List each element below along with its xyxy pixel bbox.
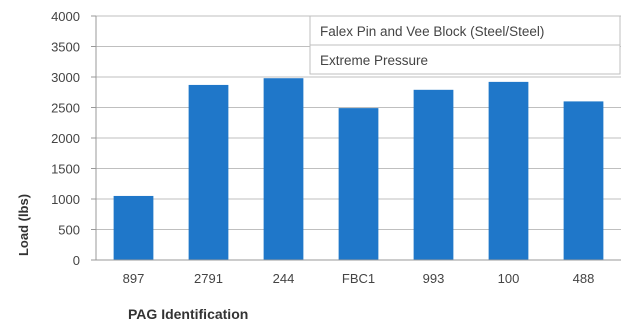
chart-title-line-1: Falex Pin and Vee Block (Steel/Steel) xyxy=(320,24,544,39)
x-tick-labels: 897 2791 244 FBC1 993 100 488 xyxy=(123,271,595,286)
bar-FBC1 xyxy=(338,108,379,260)
x-tick-label: 2791 xyxy=(194,271,223,286)
chart-title-line-2: Extreme Pressure xyxy=(320,53,428,68)
x-tick-label: FBC1 xyxy=(342,271,375,286)
x-tick-label: 244 xyxy=(273,271,295,286)
y-tick-labels: 0 500 1000 1500 2000 2500 3000 3500 4000 xyxy=(51,9,96,268)
y-tick-label: 1000 xyxy=(51,192,80,207)
bars xyxy=(113,78,604,261)
x-tick-label: 993 xyxy=(423,271,445,286)
x-tick-label: 100 xyxy=(498,271,520,286)
y-tick-label: 2000 xyxy=(51,131,80,146)
y-tick-label: 4000 xyxy=(51,9,80,24)
bar-244 xyxy=(263,78,304,260)
y-tick-label: 3500 xyxy=(51,40,80,55)
x-axis-label: PAG Identification xyxy=(128,306,248,321)
y-tick-label: 1500 xyxy=(51,162,80,177)
bar-2791 xyxy=(188,84,229,261)
y-tick-label: 3000 xyxy=(51,70,80,85)
chart-title-box: Falex Pin and Vee Block (Steel/Steel) Ex… xyxy=(309,15,621,75)
bar-488 xyxy=(563,101,604,261)
bar-993 xyxy=(413,89,454,260)
bar-897 xyxy=(113,195,154,260)
x-tick-label: 897 xyxy=(123,271,145,286)
y-tick-label: 2500 xyxy=(51,101,80,116)
y-tick-label: 500 xyxy=(58,223,80,238)
y-axis-label: Load (lbs) xyxy=(16,194,31,256)
bar-100 xyxy=(488,81,529,260)
y-tick-label: 0 xyxy=(73,253,80,268)
x-tick-label: 488 xyxy=(573,271,595,286)
